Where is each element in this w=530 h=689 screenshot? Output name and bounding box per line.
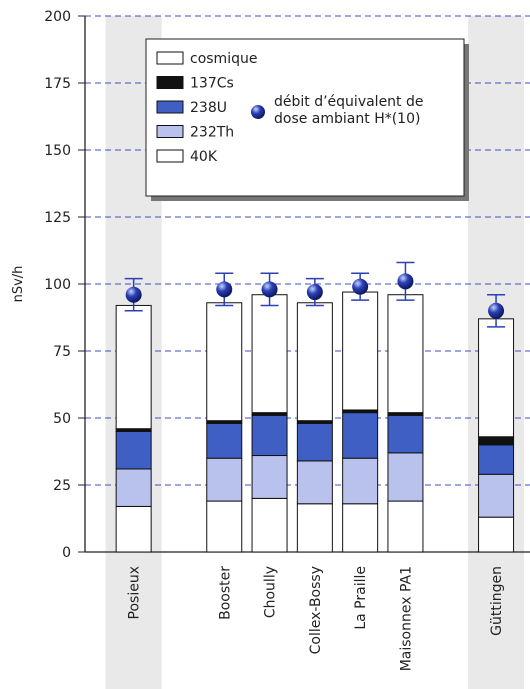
x-tick-label: La Praille bbox=[353, 566, 369, 630]
dose-point bbox=[216, 281, 233, 298]
bar-segment bbox=[342, 291, 379, 411]
y-tick-label: 50 bbox=[53, 411, 71, 427]
legend-dose-marker bbox=[251, 105, 265, 119]
y-tick-label: 0 bbox=[62, 545, 71, 561]
x-tick-label: Booster bbox=[217, 566, 233, 620]
legend-swatch bbox=[156, 125, 184, 138]
x-tick-label: Choully bbox=[263, 566, 279, 618]
bar-segment bbox=[206, 302, 243, 422]
legend-label: 232Th bbox=[190, 125, 234, 141]
plot-layer: 0 25 50 75 100 125 150 175 200 Posieux Booster Chou… bbox=[44, 9, 530, 671]
y-tick-label: 200 bbox=[44, 9, 71, 25]
bar-segment bbox=[387, 500, 424, 553]
legend-swatch bbox=[156, 51, 184, 65]
bar-segment bbox=[296, 460, 333, 505]
bar-segment bbox=[251, 455, 288, 499]
legend-box bbox=[145, 38, 465, 197]
bar-segment bbox=[251, 414, 288, 457]
legend-label: cosmique bbox=[190, 51, 257, 67]
dose-point bbox=[306, 284, 323, 301]
bar-segment bbox=[478, 516, 515, 553]
bar-segment bbox=[296, 422, 333, 462]
bar-segment bbox=[251, 294, 288, 414]
x-tick-label: Maisonnex PA1 bbox=[398, 566, 414, 671]
bar-segment bbox=[387, 294, 424, 414]
y-axis-label: nSv/h bbox=[11, 266, 26, 303]
bar-segment bbox=[478, 318, 515, 438]
x-tick-label: Posieux bbox=[127, 566, 143, 619]
dose-point bbox=[352, 278, 369, 295]
legend-dose: débit d’équivalent de dose ambiant H*(10… bbox=[274, 94, 424, 127]
dose-point bbox=[261, 281, 278, 298]
dose-point bbox=[488, 302, 505, 319]
bar-segment bbox=[478, 473, 515, 518]
bar-segment bbox=[342, 457, 379, 505]
x-tick-label: Collex-Bossy bbox=[308, 566, 324, 654]
bar-segment bbox=[115, 304, 152, 430]
bar-segment bbox=[115, 505, 152, 553]
legend-swatch bbox=[156, 76, 184, 89]
dose-point bbox=[397, 273, 414, 290]
bar-segment bbox=[206, 422, 243, 459]
bar-segment bbox=[296, 503, 333, 553]
bar-segment bbox=[115, 468, 152, 507]
y-tick-label: 175 bbox=[44, 76, 71, 92]
bar-segment bbox=[342, 412, 379, 459]
legend-label: 40K bbox=[190, 149, 218, 165]
bar-segment bbox=[342, 503, 379, 553]
y-tick-label: 75 bbox=[53, 344, 71, 360]
legend-swatch bbox=[156, 100, 184, 114]
bar-segment bbox=[206, 457, 243, 502]
bar-segment bbox=[387, 452, 424, 502]
bar-segment bbox=[296, 302, 333, 422]
legend-label: débit d’équivalent de dose ambiant H*(10… bbox=[274, 94, 424, 127]
y-tick-label: 150 bbox=[44, 143, 71, 159]
legend-label: 238U bbox=[190, 100, 227, 116]
y-tick-label: 100 bbox=[44, 277, 71, 293]
x-tick-label: Güttingen bbox=[489, 566, 505, 636]
bar-segment bbox=[251, 497, 288, 553]
y-tick-label: 25 bbox=[53, 478, 71, 494]
legend-label: 137Cs bbox=[190, 76, 234, 92]
legend-swatch bbox=[156, 149, 184, 163]
bar-segment bbox=[478, 436, 515, 446]
bar-segment bbox=[206, 500, 243, 553]
bar-segment bbox=[115, 430, 152, 470]
y-tick-label: 125 bbox=[44, 210, 71, 226]
dose-point bbox=[125, 286, 142, 303]
bar-segment bbox=[387, 414, 424, 454]
bar-segment bbox=[478, 444, 515, 475]
